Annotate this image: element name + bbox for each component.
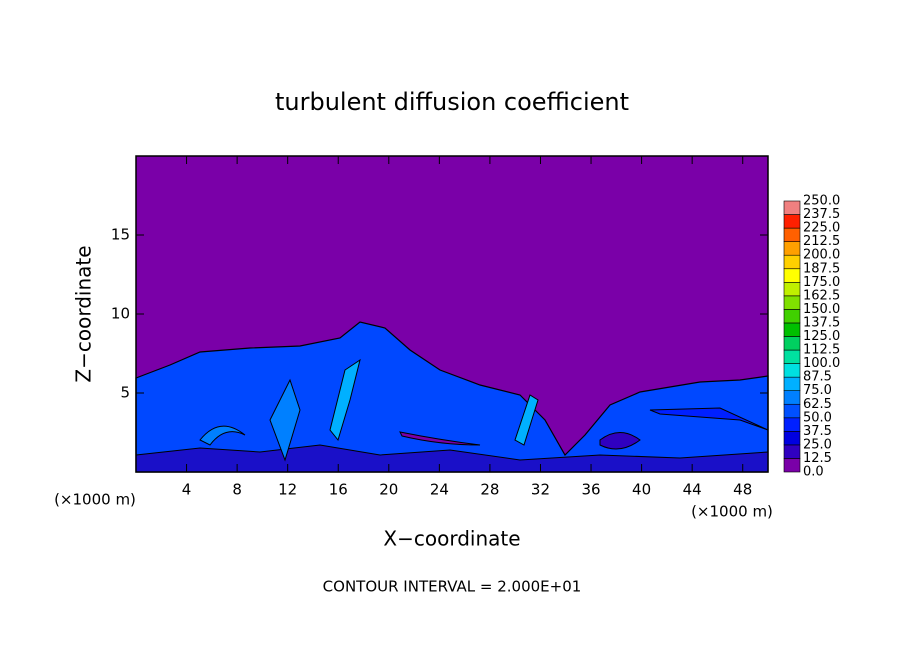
colorbar-label: 62.5: [803, 397, 832, 412]
y-tick-label: 15: [111, 226, 130, 244]
colorbar-swatch: [783, 200, 801, 215]
x-tick-label: 4: [182, 481, 192, 499]
field: [135, 156, 769, 473]
colorbar-swatch: [783, 322, 801, 337]
x-tick-label: 12: [278, 481, 297, 499]
x-tick-label: 40: [632, 481, 651, 499]
field-region: [649, 407, 769, 431]
colorbar-swatch: [783, 403, 801, 419]
colorbar-swatch: [783, 417, 801, 432]
colorbar-label: 0.0: [803, 465, 824, 480]
colorbar-swatch: [783, 376, 801, 391]
colorbar-label: 50.0: [803, 410, 832, 425]
colorbar-label: 162.5: [803, 288, 840, 303]
colorbar-label: 150.0: [803, 302, 840, 317]
footer: CONTOUR INTERVAL = 2.000E+01: [323, 578, 582, 596]
x-tick-label: 16: [329, 481, 348, 499]
colorbar-label: 237.5: [803, 207, 840, 222]
field-region: [599, 432, 641, 450]
colorbar-swatch: [783, 214, 801, 229]
colorbar-swatch: [783, 349, 801, 364]
colorbar-swatch: [783, 268, 801, 283]
colorbar-label: 25.0: [803, 437, 832, 452]
colorbar-swatch: [783, 336, 801, 351]
x-unit-label: (×1000 m): [54, 491, 136, 509]
colorbar-label: 37.5: [803, 424, 832, 439]
y-tick-label: 10: [111, 305, 130, 323]
x-tick-label: 32: [531, 481, 550, 499]
field-region: [329, 358, 361, 442]
colorbar-swatch: [783, 363, 801, 378]
colorbar-label: 12.5: [803, 451, 832, 466]
colorbar-swatch: [783, 241, 801, 256]
colorbar-label: 225.0: [803, 221, 840, 236]
field-region: [269, 378, 301, 462]
x-tick-label: 24: [430, 481, 449, 499]
field-region: [199, 425, 246, 446]
y-tick-label: 5: [120, 384, 130, 402]
x-tick-label: 48: [733, 481, 752, 499]
x-tick-label: 20: [379, 481, 398, 499]
field-region: [514, 394, 539, 446]
x-tick-label: 8: [232, 481, 242, 499]
colorbar-label: 187.5: [803, 261, 840, 276]
x-tick-label: 44: [683, 481, 702, 499]
y-axis-label: Z−coordinate: [72, 245, 96, 382]
colorbar-label: 250.0: [803, 194, 840, 209]
colorbar-label: 75.0: [803, 383, 832, 398]
colorbar-swatch: [783, 390, 801, 405]
colorbar-label: 125.0: [803, 329, 840, 344]
colorbar-swatch: [783, 281, 801, 297]
colorbar-label: 112.5: [803, 343, 840, 358]
colorbar-swatch: [783, 227, 801, 242]
colorbar-swatch: [783, 458, 801, 473]
field-region: [399, 431, 481, 446]
colorbar-label: 87.5: [803, 370, 832, 385]
colorbar-label: 137.5: [803, 315, 840, 330]
x-tick-label: 28: [480, 481, 499, 499]
x-axis-label: X−coordinate: [383, 527, 520, 551]
colorbar-label: 100.0: [803, 356, 840, 371]
colorbar-swatch: [783, 444, 801, 459]
colorbar-label: 175.0: [803, 275, 840, 290]
colorbar-swatch: [783, 309, 801, 324]
x-tick-label: 36: [581, 481, 600, 499]
colorbar-swatch: [783, 431, 801, 446]
colorbar-label: 200.0: [803, 248, 840, 263]
x-unit-label: (×1000 m): [691, 503, 773, 521]
colorbar-swatch: [783, 295, 801, 310]
colorbar-swatch: [783, 254, 801, 270]
colorbar-label: 212.5: [803, 234, 840, 249]
chart-title: turbulent diffusion coefficient: [275, 88, 629, 116]
